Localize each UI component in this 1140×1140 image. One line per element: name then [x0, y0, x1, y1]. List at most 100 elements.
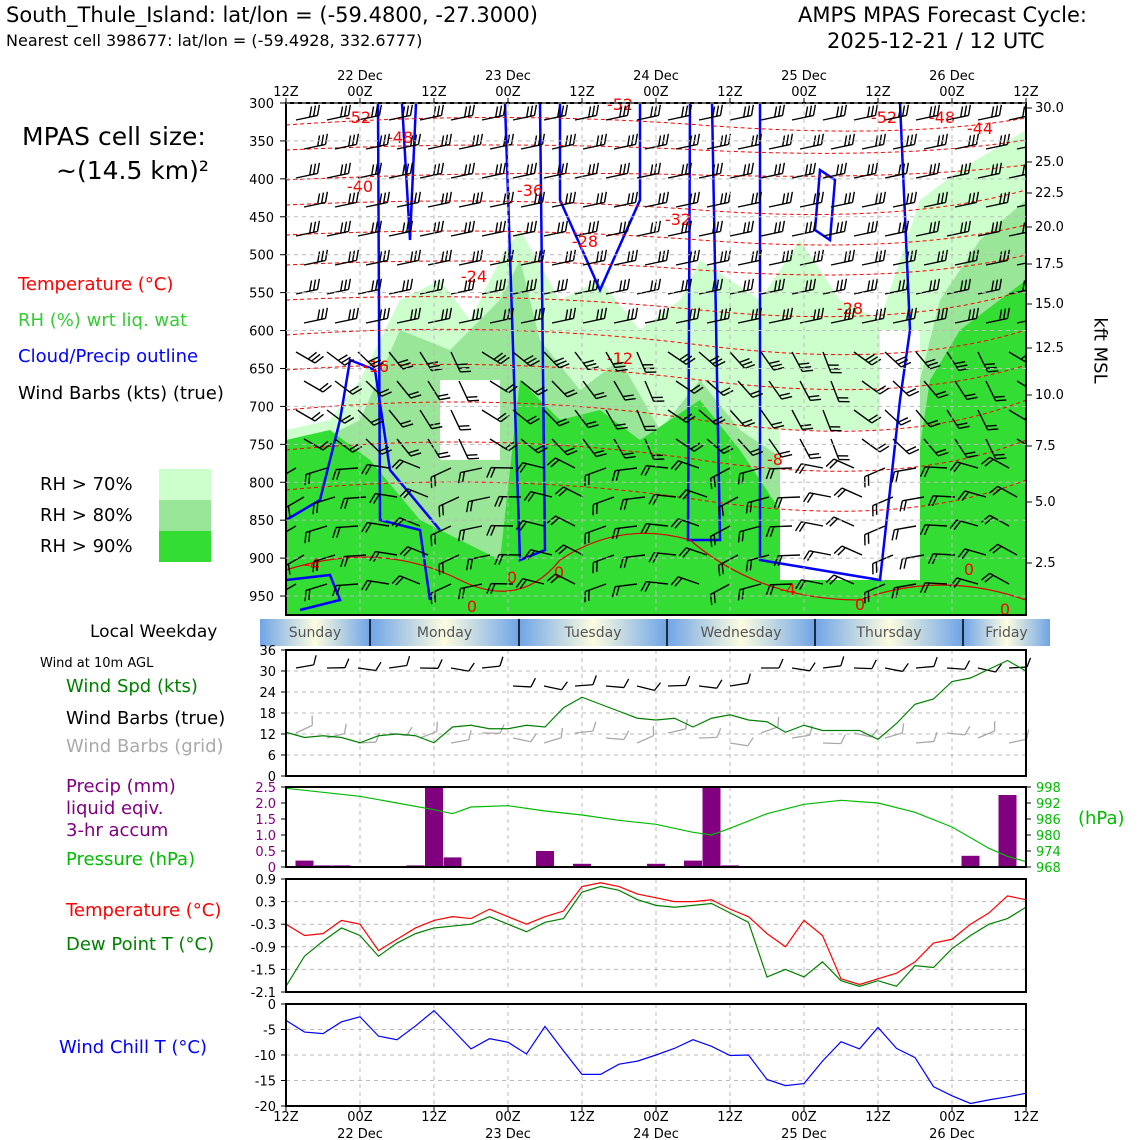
legend-pressure: Pressure (hPa): [66, 849, 196, 870]
barb-flag: [322, 442, 332, 451]
barb-flag: [616, 368, 628, 372]
barb-flag: [567, 450, 578, 456]
barb-flag: [782, 309, 786, 321]
barb-shaft: [450, 739, 469, 744]
barb-flag: [781, 453, 793, 458]
cell-size-title: MPAS cell size:: [22, 122, 206, 151]
barb-flag: [774, 164, 778, 176]
barb-flag: [891, 471, 896, 483]
barb-flag: [614, 423, 626, 427]
barb-flag: [526, 164, 530, 176]
wind-barb: [822, 409, 842, 432]
wind-barb: [977, 162, 1003, 179]
barb-flag: [560, 163, 565, 175]
wind-barb: [765, 525, 793, 538]
kft-tick-label: 17.5: [1035, 257, 1064, 272]
barb-flag: [653, 105, 658, 117]
barb-flag: [448, 307, 453, 319]
barb-flag: [905, 162, 910, 174]
barb-flag: [490, 525, 496, 536]
barb-flag: [343, 723, 347, 734]
legend-temp2: Temperature (°C): [66, 900, 222, 921]
bottom-tick-label: 00Z: [939, 1110, 965, 1125]
barb-shaft: [450, 667, 469, 672]
wind-barb: [636, 162, 662, 179]
wind-barb: [369, 492, 398, 504]
wind-barb: [481, 278, 507, 295]
barb-flag: [933, 656, 938, 667]
wind-barb: [760, 409, 785, 429]
barb-flag: [980, 572, 991, 581]
wind-barb: [675, 191, 701, 208]
barb-flag: [953, 578, 962, 588]
barb-flag: [995, 399, 1007, 402]
barb-flag: [813, 193, 817, 205]
barb-flag: [344, 658, 350, 668]
barb-flag: [395, 576, 404, 586]
barb-flag: [758, 191, 763, 203]
barb-flag: [802, 369, 814, 373]
barb-flag: [963, 105, 968, 117]
barb-flag: [871, 659, 877, 669]
barb-flag: [343, 163, 348, 175]
top-date-label: 26 Dec: [929, 69, 975, 84]
bottom-tick-label: 00Z: [643, 1110, 669, 1125]
barb-flag: [808, 221, 813, 233]
wind-barb: [919, 466, 948, 478]
barb-flag: [688, 220, 693, 232]
wind-barb: [737, 380, 764, 399]
wind-barb: [861, 249, 887, 266]
barb-flag: [957, 490, 966, 500]
barb-flag: [653, 682, 662, 691]
barb-flag: [541, 307, 546, 319]
barb-flag: [417, 191, 422, 203]
wind-barb: [765, 583, 793, 596]
wind-barb-grid: [636, 725, 655, 744]
barb-flag: [316, 220, 321, 232]
barb-flag: [469, 500, 474, 512]
wind-barb: [391, 459, 421, 470]
barb-flag: [603, 307, 608, 319]
barb-flag: [464, 280, 468, 292]
wind-barb: [481, 351, 510, 365]
barb-flag: [519, 521, 528, 531]
wind-barb: [698, 162, 724, 179]
pressure-tick-label: 998: [1036, 781, 1061, 796]
barb-flag: [465, 501, 470, 513]
barb-flag: [929, 280, 933, 292]
barb-flag: [692, 192, 697, 204]
barb-flag: [843, 278, 848, 290]
barb-flag: [312, 105, 317, 117]
barb-flag: [1002, 250, 1007, 262]
barb-flag: [332, 585, 337, 597]
barb-flag: [351, 308, 356, 320]
barb-flag: [374, 105, 379, 117]
wind-barb: [357, 220, 383, 237]
barb-flag: [526, 280, 530, 292]
y-tick-label: 12: [259, 728, 276, 743]
barb-flag: [898, 106, 902, 118]
barb-flag: [308, 473, 311, 485]
barb-flag: [1006, 307, 1011, 319]
wind-barb: [584, 525, 607, 545]
barb-flag: [891, 529, 896, 541]
barb-flag: [931, 495, 938, 507]
legend-wind-spd: Wind Spd (kts): [66, 676, 198, 697]
barb-flag: [777, 105, 782, 117]
wind-barb: [919, 524, 948, 536]
wind-barb: [985, 249, 1011, 266]
barb-flag: [508, 385, 518, 394]
barb-flag: [838, 400, 850, 403]
precip-bar: [998, 795, 1017, 867]
temperature-contours: [286, 117, 1026, 512]
barb-shaft: [1008, 172, 1026, 179]
barb-flag: [682, 490, 691, 500]
wind-barb: [799, 380, 822, 402]
temperature-label: 0: [1000, 600, 1010, 619]
barb-flag: [913, 249, 918, 261]
barb-flag: [1022, 106, 1026, 118]
wind-barb: [946, 278, 972, 295]
barb-flag: [713, 592, 716, 604]
wind-barb: [644, 438, 665, 460]
barb-flag: [779, 392, 790, 397]
